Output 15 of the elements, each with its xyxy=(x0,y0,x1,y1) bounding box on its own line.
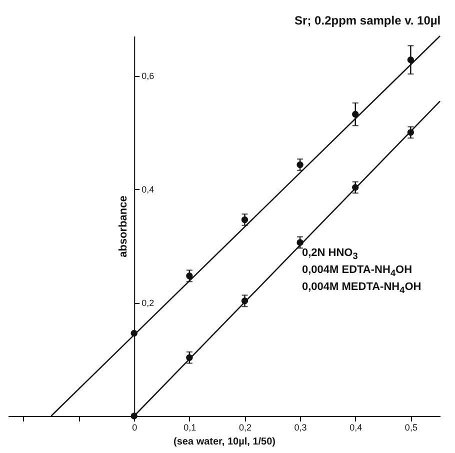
x-tick-label: 0,4 xyxy=(350,422,362,432)
y-tick-label: 0,2 xyxy=(142,298,154,308)
y-axis-title: absorbance xyxy=(118,196,130,258)
annotation: 0,2N HNO$_{3}$ xyxy=(302,246,359,264)
y-tick-label: 0,6 xyxy=(142,71,154,82)
chart-title: Sr; 0.2ppm sample v. 10µl xyxy=(294,13,441,28)
annotation: 0,004M MEDTA-NH$_{4}$OH xyxy=(302,280,422,298)
annotation: 0,004M EDTA-NH$_{4}$OH xyxy=(302,263,414,280)
x-tick-label: 0 xyxy=(132,422,138,432)
x-tick-label: 0,2 xyxy=(238,422,252,432)
y-tick-label: 0,4 xyxy=(142,184,154,195)
x-tick-label: 0,5 xyxy=(404,422,418,432)
x-axis-title: (sea water, 10µl, 1/50) xyxy=(174,436,276,448)
x-tick-label: 0,1 xyxy=(184,422,196,432)
x-tick-label: 0,3 xyxy=(294,422,307,432)
